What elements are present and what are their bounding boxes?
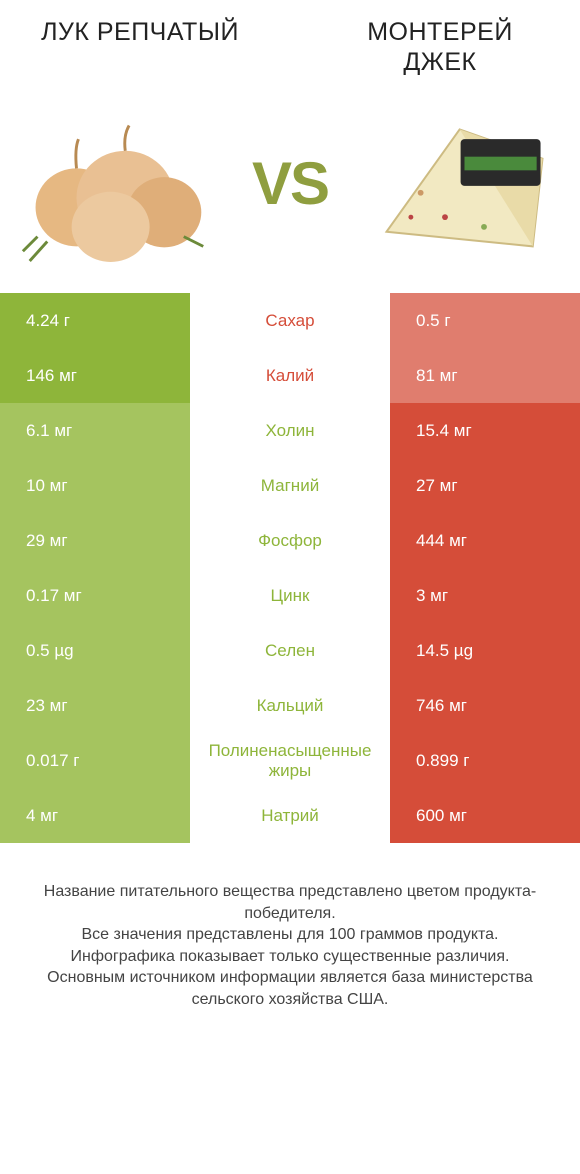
product-right-image: [367, 98, 562, 268]
cell-left-value: 4.24 г: [0, 293, 190, 348]
cell-nutrient-label: Кальций: [190, 678, 390, 733]
cell-nutrient-label: Холин: [190, 403, 390, 458]
comparison-table: 4.24 гСахар0.5 г146 мгКалий81 мг6.1 мгХо…: [0, 293, 580, 843]
title-right: МОНТЕРЕЙ ДЖЕК: [330, 18, 550, 77]
cell-nutrient-label: Натрий: [190, 788, 390, 843]
cell-right-value: 14.5 µg: [390, 623, 580, 678]
vs-label: VS: [252, 149, 328, 218]
product-left-image: [18, 98, 213, 268]
title-left: ЛУК РЕПЧАТЫЙ: [30, 18, 250, 77]
table-row: 4 мгНатрий600 мг: [0, 788, 580, 843]
table-row: 0.17 мгЦинк3 мг: [0, 568, 580, 623]
cell-right-value: 444 мг: [390, 513, 580, 568]
cell-left-value: 6.1 мг: [0, 403, 190, 458]
cell-left-value: 23 мг: [0, 678, 190, 733]
cell-left-value: 0.5 µg: [0, 623, 190, 678]
header: ЛУК РЕПЧАТЫЙ МОНТЕРЕЙ ДЖЕК: [0, 0, 580, 83]
cell-left-value: 29 мг: [0, 513, 190, 568]
cell-nutrient-label: Фосфор: [190, 513, 390, 568]
table-row: 6.1 мгХолин15.4 мг: [0, 403, 580, 458]
cell-right-value: 746 мг: [390, 678, 580, 733]
cell-right-value: 27 мг: [390, 458, 580, 513]
cell-right-value: 81 мг: [390, 348, 580, 403]
cell-nutrient-label: Калий: [190, 348, 390, 403]
cell-nutrient-label: Сахар: [190, 293, 390, 348]
table-row: 0.017 гПолиненасыщенные жиры0.899 г: [0, 733, 580, 788]
cell-nutrient-label: Полиненасыщенные жиры: [190, 733, 390, 788]
cell-right-value: 3 мг: [390, 568, 580, 623]
cell-nutrient-label: Селен: [190, 623, 390, 678]
footer-notes: Название питательного вещества представл…: [0, 843, 580, 1011]
footer-line: Все значения представлены для 100 граммо…: [22, 924, 558, 946]
footer-line: Название питательного вещества представл…: [22, 881, 558, 924]
table-row: 0.5 µgСелен14.5 µg: [0, 623, 580, 678]
footer-line: Основным источником информации является …: [22, 967, 558, 1010]
cell-nutrient-label: Магний: [190, 458, 390, 513]
table-row: 23 мгКальций746 мг: [0, 678, 580, 733]
table-row: 4.24 гСахар0.5 г: [0, 293, 580, 348]
table-row: 146 мгКалий81 мг: [0, 348, 580, 403]
table-row: 10 мгМагний27 мг: [0, 458, 580, 513]
cell-right-value: 0.899 г: [390, 733, 580, 788]
cell-nutrient-label: Цинк: [190, 568, 390, 623]
table-row: 29 мгФосфор444 мг: [0, 513, 580, 568]
cell-left-value: 0.17 мг: [0, 568, 190, 623]
cell-left-value: 10 мг: [0, 458, 190, 513]
cell-right-value: 600 мг: [390, 788, 580, 843]
cell-left-value: 0.017 г: [0, 733, 190, 788]
footer-line: Инфографика показывает только существенн…: [22, 946, 558, 968]
vs-row: VS: [0, 83, 580, 293]
cell-right-value: 0.5 г: [390, 293, 580, 348]
cell-left-value: 4 мг: [0, 788, 190, 843]
cell-right-value: 15.4 мг: [390, 403, 580, 458]
cell-left-value: 146 мг: [0, 348, 190, 403]
